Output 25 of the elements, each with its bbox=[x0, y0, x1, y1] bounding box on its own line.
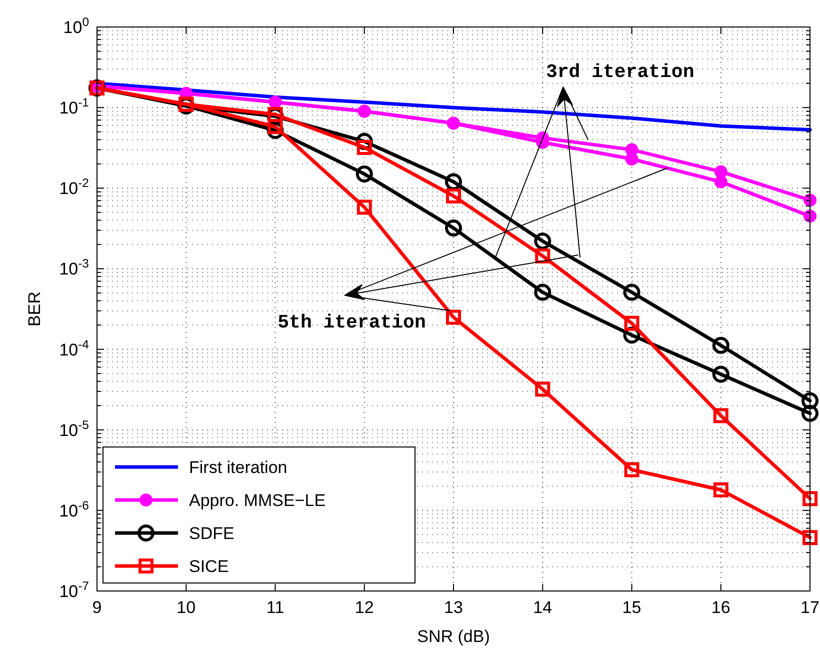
y-tick-label: 10$^{-7}$ bbox=[59, 579, 90, 601]
y-axis-title: BER bbox=[25, 292, 44, 326]
legend-label: First iteration bbox=[189, 458, 288, 477]
legend-label: SDFE bbox=[189, 524, 234, 543]
x-tick-label: 14 bbox=[533, 598, 552, 617]
annotation: 5th iteration bbox=[278, 311, 426, 334]
x-tick-label: 10 bbox=[176, 598, 196, 617]
y-tick-label: 10$^{-6}$ bbox=[59, 498, 90, 520]
x-axis-title: SNR (dB) bbox=[417, 627, 490, 646]
legend-label: Appro. MMSE−LE bbox=[189, 491, 326, 510]
y-tick-label: 10$^{-1}$ bbox=[59, 96, 90, 118]
x-tick-label: 17 bbox=[800, 598, 820, 617]
y-tick-label: 10$^{-4}$ bbox=[59, 337, 90, 360]
y-tick-label: 10$^{-3}$ bbox=[59, 256, 90, 279]
x-tick-label: 16 bbox=[711, 598, 730, 617]
y-tick-label: 10$^{-2}$ bbox=[59, 176, 90, 198]
y-tick-label: 10$^{0}$ bbox=[63, 15, 90, 37]
x-tick-label: 12 bbox=[354, 598, 374, 617]
y-tick-label: 10$^{-5}$ bbox=[59, 418, 90, 440]
legend-label: SICE bbox=[189, 557, 229, 576]
annotation: 3rd iteration bbox=[546, 61, 694, 84]
x-tick-label: 15 bbox=[622, 598, 642, 617]
x-tick-label: 9 bbox=[92, 598, 102, 617]
x-tick-label: 13 bbox=[444, 598, 463, 617]
x-tick-label: 11 bbox=[266, 598, 284, 617]
